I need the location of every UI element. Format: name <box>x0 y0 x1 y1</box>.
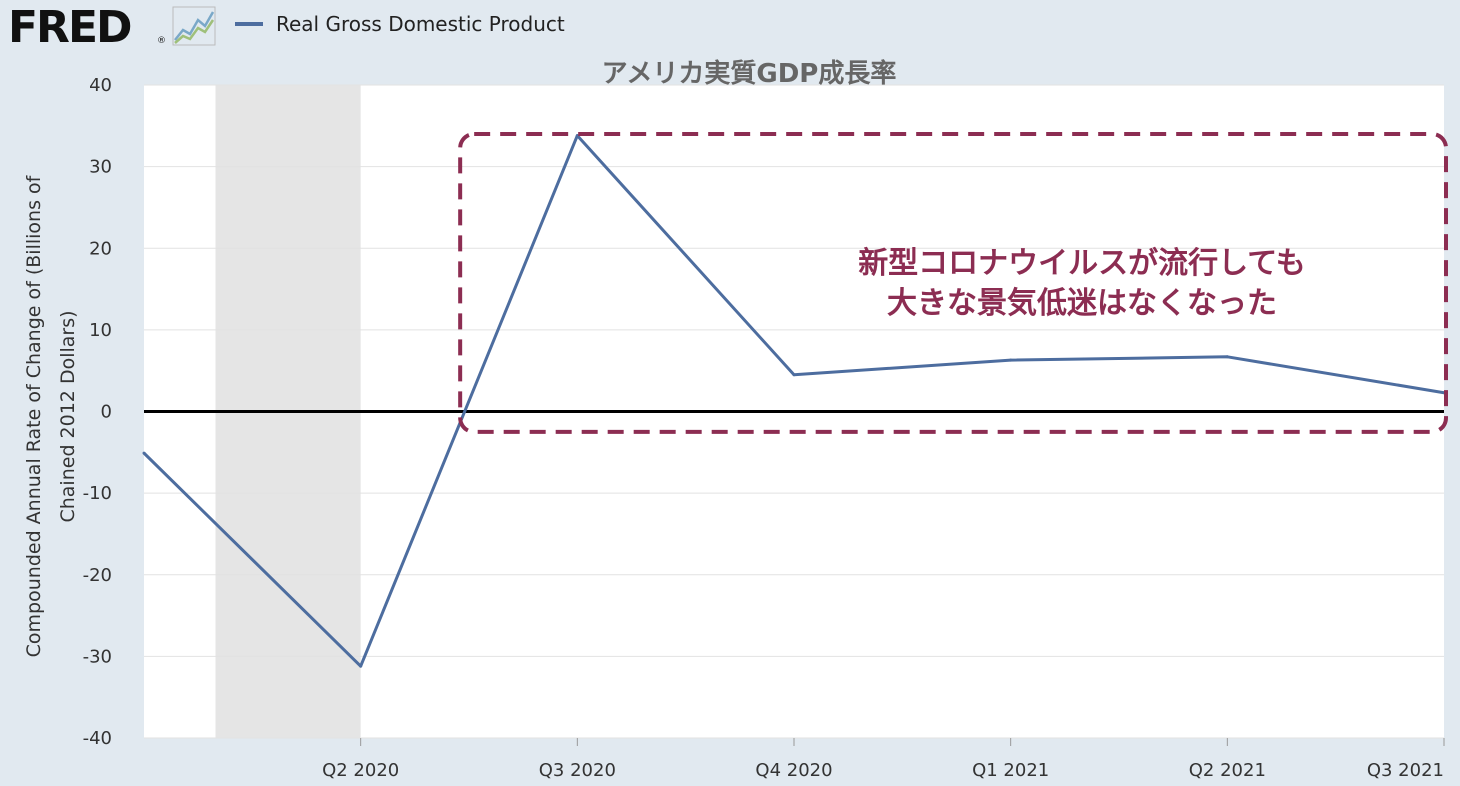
y-tick-label: -30 <box>83 646 112 667</box>
annotation-box <box>458 131 1448 434</box>
x-tick-label: Q3 2020 <box>539 760 616 781</box>
y-tick-label: -40 <box>83 728 112 749</box>
x-axis-ticks: Q2 2020 Q3 2020 Q4 2020 Q1 2021 Q2 2021 Q3 20… <box>322 738 1445 781</box>
x-tick-label: Q2 2021 <box>1189 760 1266 781</box>
line-graph-icon <box>172 6 216 46</box>
y-tick-label: 10 <box>89 320 112 341</box>
annotation-text-line-1: 新型コロナウイルスが流行しても <box>858 246 1306 281</box>
y-tick-label: -10 <box>83 483 112 504</box>
x-tick-label: Q1 2021 <box>972 760 1049 781</box>
data-point[interactable] <box>359 664 363 668</box>
data-point[interactable] <box>1009 358 1013 362</box>
chart-header: FRED ® Real Gross Domestic Product <box>0 0 1460 53</box>
y-tick-label: 30 <box>89 157 112 178</box>
legend-series-swatch <box>235 22 263 26</box>
x-tick-label: Q3 2021 <box>1367 760 1444 781</box>
data-point[interactable] <box>142 451 146 455</box>
legend-series-label: Real Gross Domestic Product <box>276 12 565 36</box>
fred-registered-mark: ® <box>157 36 166 46</box>
y-axis-ticks: 40 30 20 10 0 -10 -20 -30 -40 <box>83 75 112 749</box>
x-tick-label: Q4 2020 <box>755 760 832 781</box>
y-axis-label-line: Chained 2012 Dollars) <box>57 310 79 522</box>
y-axis-label-line: Compounded Annual Rate of Change of (Bil… <box>23 174 45 657</box>
data-point[interactable] <box>792 373 796 377</box>
chart-title: アメリカ実質GDP成長率 <box>602 58 897 89</box>
y-tick-label: -20 <box>83 565 112 586</box>
fred-logo[interactable]: FRED <box>8 2 133 53</box>
y-axis-label: Compounded Annual Rate of Change of (Bil… <box>23 174 79 657</box>
data-point[interactable] <box>1225 355 1229 359</box>
chart-legend[interactable]: Real Gross Domestic Product <box>235 12 565 36</box>
x-tick-label: Q2 2020 <box>322 760 399 781</box>
y-tick-label: 0 <box>101 402 112 423</box>
annotation-text-line-2: 大きな景気低迷はなくなった <box>887 286 1277 321</box>
data-point[interactable] <box>575 134 579 138</box>
y-tick-label: 40 <box>89 75 112 96</box>
y-tick-label: 20 <box>89 238 112 259</box>
series-points <box>142 134 1446 668</box>
